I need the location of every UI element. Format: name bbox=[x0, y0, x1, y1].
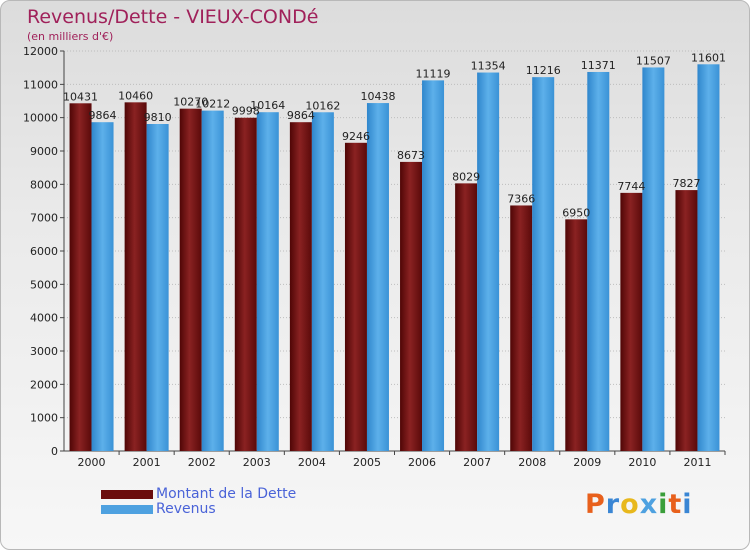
bar-revenus bbox=[587, 71, 610, 451]
x-tick-label: 2004 bbox=[298, 456, 326, 469]
bar-revenus bbox=[91, 122, 114, 451]
y-tick-label: 2000 bbox=[30, 378, 58, 391]
bar-revenus bbox=[697, 64, 720, 452]
data-label-revenus: 11216 bbox=[526, 64, 561, 77]
y-tick-label: 6000 bbox=[30, 245, 58, 258]
logo-letter: t bbox=[668, 489, 683, 520]
data-label-revenus: 10164 bbox=[250, 99, 285, 112]
logo-letter: o bbox=[620, 489, 640, 520]
logo-letter: r bbox=[605, 489, 621, 520]
data-label-dette: 7366 bbox=[507, 192, 535, 205]
x-tick-label: 2005 bbox=[353, 456, 381, 469]
bar-dette bbox=[124, 102, 147, 451]
data-label-revenus: 11601 bbox=[691, 51, 726, 64]
legend-swatch-dette bbox=[101, 490, 153, 499]
bar-dette bbox=[675, 190, 698, 451]
legend-label-revenus: Revenus bbox=[156, 501, 216, 517]
y-tick-label: 8000 bbox=[30, 178, 58, 191]
legend-label-dette: Montant de la Dette bbox=[156, 486, 297, 502]
y-tick-label: 9000 bbox=[30, 145, 58, 158]
bar-dette bbox=[289, 122, 312, 451]
data-label-revenus: 11354 bbox=[471, 60, 506, 73]
x-tick-label: 2000 bbox=[78, 456, 106, 469]
data-label-revenus: 10212 bbox=[195, 98, 230, 111]
data-label-revenus: 10438 bbox=[360, 90, 395, 103]
data-label-revenus: 9864 bbox=[89, 109, 117, 122]
data-label-dette: 7827 bbox=[672, 177, 700, 190]
bar-dette bbox=[565, 219, 588, 451]
x-tick-label: 2003 bbox=[243, 456, 271, 469]
data-label-dette: 8029 bbox=[452, 170, 480, 183]
x-tick-label: 2007 bbox=[463, 456, 491, 469]
bar-dette bbox=[234, 117, 257, 451]
y-tick-label: 0 bbox=[51, 445, 58, 458]
proxiti-logo: Proxiti bbox=[585, 489, 693, 520]
bars bbox=[69, 64, 720, 452]
data-labels: 1043198641046098101027010212999810164986… bbox=[63, 51, 726, 219]
data-label-dette: 9998 bbox=[232, 105, 260, 118]
bar-dette bbox=[510, 205, 533, 451]
data-label-revenus: 11507 bbox=[636, 54, 671, 67]
data-label-dette: 8673 bbox=[397, 149, 425, 162]
data-label-dette: 10270 bbox=[173, 96, 208, 109]
logo-letter: P bbox=[585, 489, 606, 520]
bar-revenus bbox=[532, 77, 555, 451]
bar-dette bbox=[69, 103, 92, 452]
bar-revenus bbox=[422, 80, 445, 451]
logo-letter: i bbox=[658, 489, 669, 520]
logo-letter: x bbox=[639, 489, 659, 520]
bar-dette bbox=[179, 108, 202, 452]
data-label-dette: 9864 bbox=[287, 109, 315, 122]
y-tick-label: 5000 bbox=[30, 278, 58, 291]
chart-title: Revenus/Dette - VIEUX-CONDé bbox=[27, 6, 319, 28]
data-label-revenus: 9810 bbox=[144, 111, 172, 124]
axes: 0 1000 2000 3000 4000 5000 6000 7000 8000 9000 100… bbox=[23, 45, 726, 469]
chart-subtitle: (en milliers d'€) bbox=[27, 30, 114, 43]
logo-letter: i bbox=[682, 489, 693, 520]
bar-dette bbox=[455, 183, 478, 451]
bar-dette bbox=[620, 192, 643, 451]
bar-revenus bbox=[477, 72, 500, 452]
x-tick-label: 2002 bbox=[188, 456, 216, 469]
x-tick-label: 2001 bbox=[133, 456, 161, 469]
x-tick-label: 2009 bbox=[573, 456, 601, 469]
y-tick-label: 11000 bbox=[23, 78, 58, 91]
bar-revenus bbox=[366, 103, 389, 452]
x-tick-label: 2006 bbox=[408, 456, 436, 469]
data-label-revenus: 11119 bbox=[416, 67, 451, 80]
data-label-dette: 10460 bbox=[118, 89, 153, 102]
bar-revenus bbox=[642, 67, 665, 451]
y-tick-label: 10000 bbox=[23, 112, 58, 125]
y-tick-label: 12000 bbox=[23, 45, 58, 58]
x-tick-label: 2010 bbox=[628, 456, 656, 469]
x-tick-label: 2011 bbox=[683, 456, 711, 469]
legend-swatch-revenus bbox=[101, 505, 153, 514]
bar-revenus bbox=[146, 124, 169, 451]
y-tick-label: 4000 bbox=[30, 312, 58, 325]
data-label-dette: 10431 bbox=[63, 90, 98, 103]
data-label-revenus: 10162 bbox=[305, 99, 340, 112]
x-tick-label: 2008 bbox=[518, 456, 546, 469]
data-label-dette: 7744 bbox=[617, 180, 645, 193]
data-label-dette: 9246 bbox=[342, 130, 370, 143]
bar-dette bbox=[344, 142, 367, 452]
y-tick-label: 7000 bbox=[30, 212, 58, 225]
bar-revenus bbox=[256, 112, 279, 451]
bar-revenus bbox=[311, 112, 334, 452]
y-tick-label: 1000 bbox=[30, 412, 58, 425]
data-label-revenus: 11371 bbox=[581, 59, 616, 72]
bar-revenus bbox=[201, 110, 224, 451]
bar-dette bbox=[400, 161, 423, 451]
y-tick-label: 3000 bbox=[30, 345, 58, 358]
data-label-dette: 6950 bbox=[562, 206, 590, 219]
